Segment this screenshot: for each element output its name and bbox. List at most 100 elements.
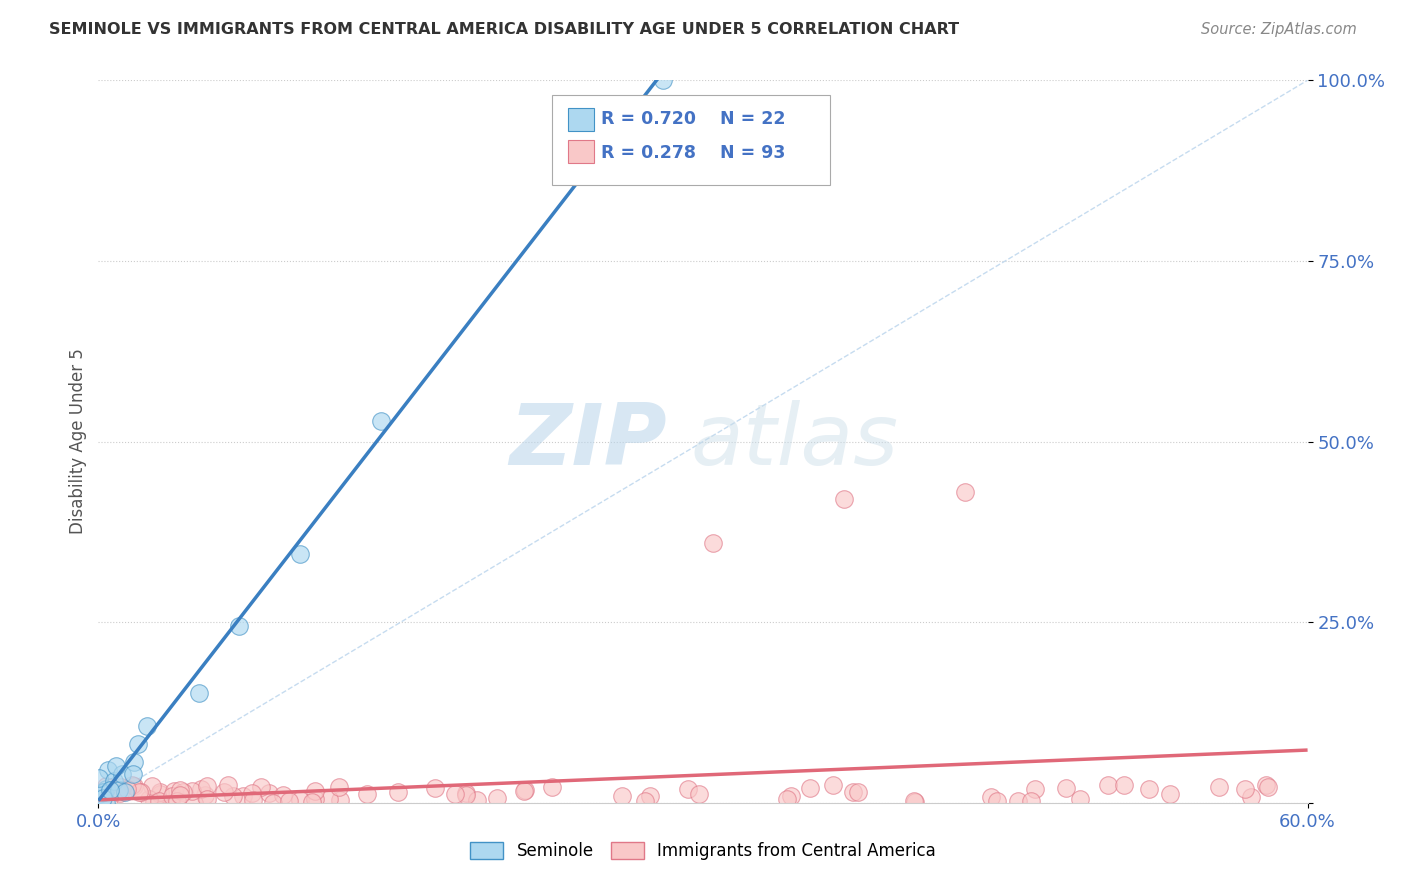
Point: [160, 796, 183, 810]
Point: [1114, 778, 1136, 792]
Point: [610, 789, 633, 803]
Point: [98, 792, 121, 806]
Legend: Seminole, Immigrants from Central America: Seminole, Immigrants from Central Americ…: [464, 835, 942, 867]
Text: SEMINOLE VS IMMIGRANTS FROM CENTRAL AMERICA DISABILITY AGE UNDER 5 CORRELATION C: SEMINOLE VS IMMIGRANTS FROM CENTRAL AMER…: [49, 22, 959, 37]
Point: [115, 782, 138, 797]
Point: [181, 784, 204, 798]
Point: [103, 774, 125, 789]
Point: [823, 778, 845, 792]
Point: [228, 618, 250, 632]
Point: [986, 794, 1008, 808]
Point: [138, 792, 160, 806]
Point: [304, 783, 326, 797]
Point: [162, 783, 184, 797]
Point: [93, 785, 115, 799]
Point: [678, 782, 700, 797]
Point: [846, 785, 869, 799]
Point: [110, 787, 132, 801]
Point: [169, 783, 191, 797]
Text: ZIP: ZIP: [509, 400, 666, 483]
Text: R = 0.720    N = 22: R = 0.720 N = 22: [602, 110, 786, 128]
Point: [702, 535, 724, 549]
Point: [304, 791, 326, 805]
Point: [444, 787, 467, 801]
Point: [318, 792, 340, 806]
Point: [651, 73, 673, 87]
Point: [328, 780, 350, 795]
Point: [832, 492, 855, 507]
Point: [127, 737, 149, 751]
Point: [166, 794, 188, 808]
Point: [903, 794, 925, 808]
Point: [799, 781, 821, 796]
Point: [91, 785, 114, 799]
Point: [842, 784, 865, 798]
Point: [183, 796, 205, 810]
Point: [129, 785, 152, 799]
Point: [1069, 792, 1091, 806]
Point: [1097, 778, 1119, 792]
Point: [148, 793, 170, 807]
Point: [141, 779, 163, 793]
Point: [124, 779, 146, 793]
Point: [195, 792, 218, 806]
Point: [1256, 778, 1278, 792]
Point: [1021, 794, 1043, 808]
Point: [1159, 787, 1181, 801]
Point: [221, 789, 243, 804]
Point: [250, 780, 273, 794]
Point: [172, 785, 194, 799]
Point: [96, 779, 118, 793]
Point: [513, 782, 536, 797]
Point: [97, 784, 120, 798]
Point: [633, 794, 655, 808]
Point: [89, 771, 111, 785]
Point: [217, 778, 239, 792]
Point: [512, 784, 534, 798]
Point: [465, 793, 488, 807]
Point: [1257, 780, 1279, 794]
Point: [142, 795, 165, 809]
Point: [240, 786, 263, 800]
Point: [486, 791, 509, 805]
Point: [273, 788, 295, 802]
Point: [259, 787, 281, 801]
Point: [329, 793, 352, 807]
Point: [262, 796, 284, 810]
Point: [190, 781, 212, 796]
Point: [370, 414, 392, 428]
Point: [688, 787, 710, 801]
Point: [288, 547, 311, 561]
Point: [1024, 781, 1046, 796]
Point: [780, 789, 803, 804]
Y-axis label: Disability Age Under 5: Disability Age Under 5: [69, 349, 87, 534]
Point: [277, 794, 299, 808]
FancyBboxPatch shape: [568, 108, 595, 131]
Point: [94, 796, 117, 810]
Text: atlas: atlas: [690, 400, 898, 483]
Point: [121, 778, 143, 792]
Point: [1054, 780, 1077, 795]
Point: [107, 783, 129, 797]
Point: [288, 793, 311, 807]
Point: [122, 767, 145, 781]
Point: [1007, 794, 1029, 808]
Point: [904, 795, 927, 809]
Point: [640, 789, 662, 804]
Point: [540, 780, 562, 795]
Point: [93, 791, 115, 805]
Text: R = 0.278    N = 93: R = 0.278 N = 93: [602, 144, 786, 161]
Point: [775, 792, 797, 806]
Point: [454, 786, 477, 800]
Point: [194, 788, 217, 802]
Point: [160, 789, 183, 803]
Point: [96, 782, 118, 797]
Point: [195, 779, 218, 793]
Point: [188, 686, 211, 700]
Point: [232, 789, 254, 804]
Point: [980, 790, 1002, 805]
Point: [454, 788, 477, 802]
Point: [356, 788, 378, 802]
Point: [387, 785, 409, 799]
Point: [110, 780, 132, 794]
